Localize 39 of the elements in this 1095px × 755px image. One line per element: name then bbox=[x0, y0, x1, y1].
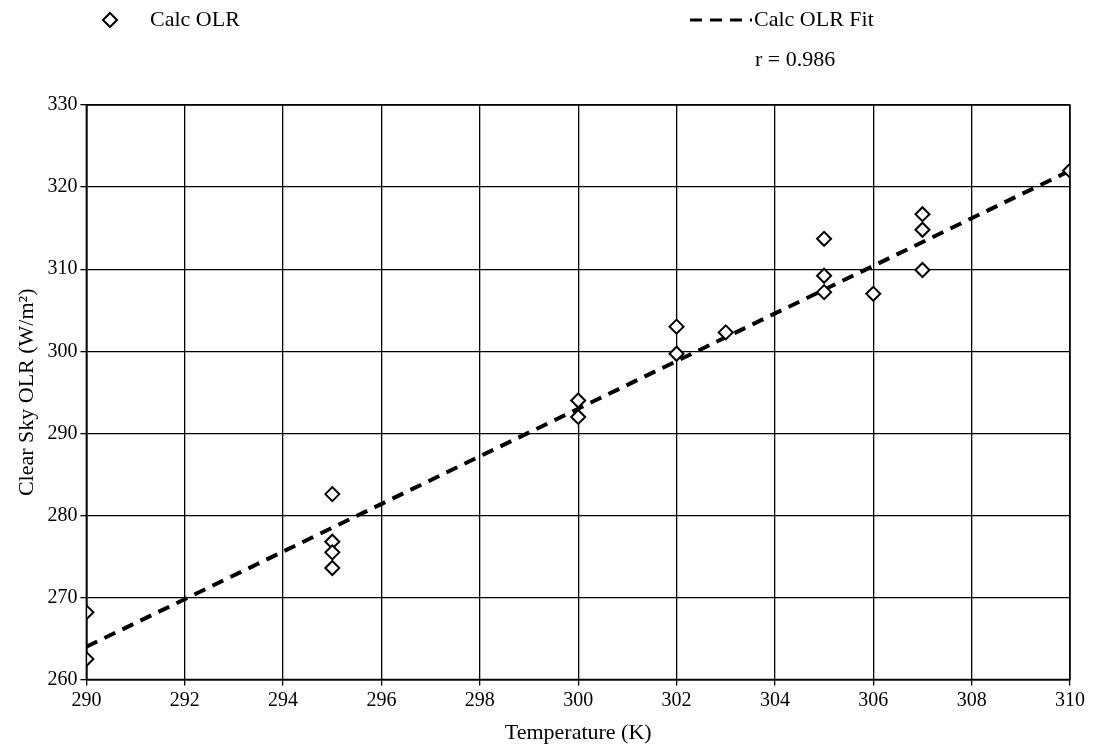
point bbox=[914, 206, 931, 223]
point bbox=[324, 486, 341, 503]
x-tick-label: 304 bbox=[759, 687, 790, 710]
y-tick-label: 330 bbox=[47, 92, 78, 115]
x-axis-title: Temperature (K) bbox=[504, 718, 652, 744]
y-tick-label: 300 bbox=[47, 338, 78, 361]
text: r = 0.986 bbox=[755, 45, 836, 71]
point bbox=[324, 544, 341, 561]
point bbox=[570, 408, 587, 425]
point bbox=[668, 318, 685, 335]
y-tick-label: 260 bbox=[47, 666, 78, 689]
x-tick-label: 292 bbox=[169, 687, 200, 710]
x-tick-label: 306 bbox=[858, 687, 889, 710]
x-tick-label: 298 bbox=[464, 687, 495, 710]
x-tick-label: 310 bbox=[1055, 687, 1085, 710]
y-tick-label: 270 bbox=[47, 584, 78, 607]
point bbox=[570, 392, 587, 409]
point bbox=[717, 324, 734, 341]
x-tick-label: 300 bbox=[563, 687, 594, 710]
x-tick-label: 294 bbox=[268, 687, 299, 710]
x-tick-label: 290 bbox=[71, 687, 102, 710]
y-tick-label: 280 bbox=[47, 502, 78, 525]
legend-label: Calc OLR Fit bbox=[754, 5, 874, 31]
legend-label: Calc OLR bbox=[150, 5, 241, 31]
y-tick-label: 320 bbox=[47, 174, 78, 197]
y-tick-label: 290 bbox=[47, 420, 78, 443]
point bbox=[914, 261, 931, 278]
point bbox=[324, 559, 341, 576]
point bbox=[816, 267, 833, 284]
point bbox=[865, 285, 882, 302]
x-tick-label: 308 bbox=[956, 687, 987, 710]
y-tick-label: 310 bbox=[47, 256, 78, 279]
x-tick-label: 296 bbox=[366, 687, 397, 710]
y-axis-title: Clear Sky OLR (W/m²) bbox=[12, 288, 38, 497]
point bbox=[816, 284, 833, 301]
point bbox=[668, 345, 685, 362]
point bbox=[816, 230, 833, 247]
point bbox=[914, 221, 931, 238]
x-tick-label: 302 bbox=[661, 687, 692, 710]
